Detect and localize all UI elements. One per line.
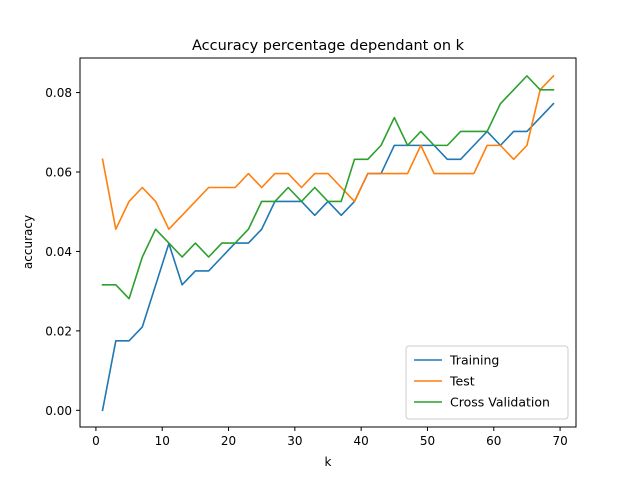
legend-label: Test [449, 374, 475, 389]
y-tick-label: 0.06 [45, 165, 72, 179]
legend: Training Test Cross Validation [405, 345, 569, 420]
x-tick-label: 10 [155, 434, 170, 448]
x-tick-label: 50 [420, 434, 435, 448]
legend-label: Cross Validation [450, 395, 550, 410]
y-axis: 0.00 0.02 0.04 0.06 0.08 [45, 86, 80, 418]
y-axis-label: accuracy [21, 215, 35, 269]
y-tick-label: 0.00 [45, 404, 72, 418]
plot-area [101, 74, 555, 412]
x-axis: 0 10 20 30 40 50 60 70 [92, 427, 568, 448]
x-tick-label: 0 [92, 434, 100, 448]
series-line-test [101, 74, 555, 230]
series-line-cross-validation [101, 75, 555, 300]
x-axis-label: k [325, 455, 332, 469]
legend-frame [405, 345, 569, 420]
chart-title: Accuracy percentage dependant on k [192, 38, 465, 54]
x-tick-label: 30 [287, 434, 302, 448]
x-tick-label: 60 [486, 434, 501, 448]
legend-label: Training [449, 353, 499, 368]
y-tick-label: 0.02 [45, 324, 72, 338]
x-tick-label: 20 [221, 434, 236, 448]
y-tick-label: 0.08 [45, 86, 72, 100]
x-tick-label: 40 [354, 434, 369, 448]
axes-frame [79, 57, 577, 428]
y-tick-label: 0.04 [45, 245, 72, 259]
x-tick-label: 70 [552, 434, 567, 448]
